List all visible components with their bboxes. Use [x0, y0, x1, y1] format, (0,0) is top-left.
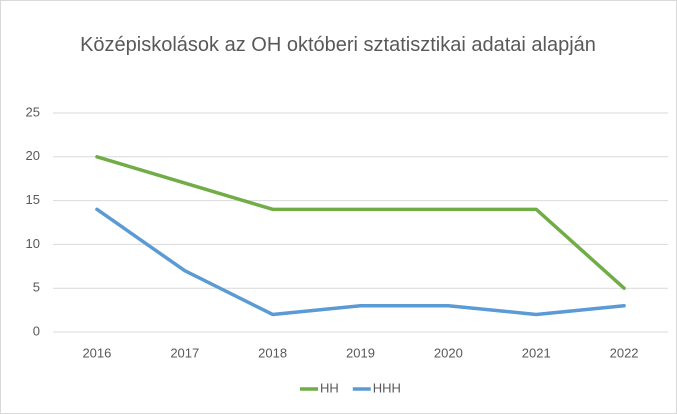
series-line — [95, 207, 626, 317]
y-tick-label: 5 — [33, 280, 40, 295]
x-tick-label: 2020 — [434, 345, 463, 360]
x-tick-label: 2021 — [522, 345, 551, 360]
x-tick-label: 2018 — [258, 345, 287, 360]
legend-label: HHH — [373, 380, 401, 395]
series-line — [95, 155, 626, 290]
y-tick-label: 25 — [26, 104, 40, 119]
y-tick-label: 20 — [26, 148, 40, 163]
x-tick-label: 2022 — [610, 345, 639, 360]
x-tick-label: 2016 — [82, 345, 111, 360]
y-tick-label: 10 — [26, 236, 40, 251]
x-tick-label: 2017 — [170, 345, 199, 360]
chart-title: Középiskolások az OH októberi sztatiszti… — [80, 34, 596, 56]
x-tick-label: 2019 — [346, 345, 375, 360]
legend-label: HH — [320, 380, 339, 395]
y-tick-label: 15 — [26, 192, 40, 207]
y-tick-label: 0 — [33, 323, 40, 338]
